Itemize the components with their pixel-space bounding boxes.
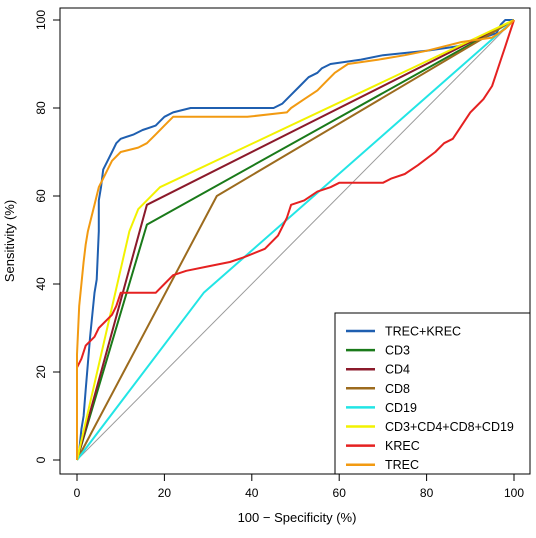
legend: TREC+KREC CD3 CD4 CD8 CD19 CD3+CD4+CD8+CD19 KR… [334, 312, 531, 475]
legend-label: CD4 [385, 363, 410, 377]
series-line-cd3-cd4-cd8-cd19 [76, 19, 515, 461]
series-line-trec-krec [76, 19, 514, 461]
series-line-cd3 [76, 19, 515, 461]
series-line-cd19 [76, 19, 515, 461]
legend-label: KREC [385, 439, 420, 453]
legend-box [334, 312, 531, 475]
series-line-cd8 [76, 19, 515, 461]
legend-label: CD3 [385, 344, 410, 358]
plot-frame [59, 7, 531, 475]
y-tick-label: 0 [34, 456, 48, 463]
legend-label: TREC [385, 458, 419, 472]
legend-label: CD19 [385, 401, 417, 415]
legend-label: TREC+KREC [385, 325, 461, 339]
legend-label: CD3+CD4+CD8+CD19 [385, 420, 514, 434]
y-tick-label: 80 [34, 101, 48, 115]
x-tick-label: 0 [74, 486, 81, 500]
y-axis-title: Sensitivity (%) [2, 200, 17, 282]
diagonal-line [76, 19, 515, 461]
x-tick-label: 60 [333, 486, 347, 500]
y-tick-label: 100 [34, 10, 48, 30]
x-tick-label: 80 [420, 486, 434, 500]
y-tick-label: 60 [34, 189, 48, 203]
x-axis-title: 100 − Specificity (%) [238, 510, 357, 525]
y-tick-label: 20 [34, 365, 48, 379]
series-line-cd4 [76, 19, 515, 461]
series-line-krec [76, 19, 515, 369]
series-line-trec [76, 19, 515, 460]
x-tick-label: 100 [504, 486, 524, 500]
y-axis: 0 20 40 60 80 100 [34, 10, 60, 463]
legend-label: CD8 [385, 382, 410, 396]
series-lines [76, 19, 515, 461]
diagonal-reference [76, 19, 515, 461]
x-tick-label: 40 [245, 486, 259, 500]
x-tick-label: 20 [158, 486, 172, 500]
y-tick-label: 40 [34, 277, 48, 291]
x-axis: 0 20 40 60 80 100 [74, 474, 524, 500]
